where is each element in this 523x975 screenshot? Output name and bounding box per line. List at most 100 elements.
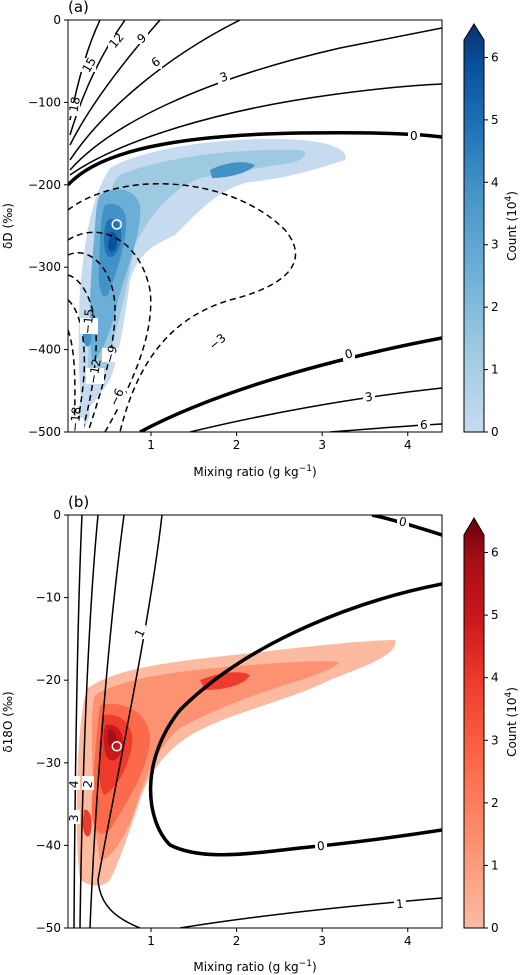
y-tick-label: −50 <box>36 921 61 935</box>
contour-label: −12 <box>86 358 104 385</box>
contour-label: 4 <box>67 780 82 789</box>
contour-label: 0 <box>343 346 354 362</box>
contour-line <box>189 387 442 432</box>
panel-a-contour-labels: 18 15 12 9 6 3 0 0 3 6 −3 <box>67 30 430 432</box>
contour-label: 1 <box>395 897 404 912</box>
contour-line <box>179 897 442 928</box>
x-tick-label: 1 <box>147 934 155 948</box>
panel-a-xlabel: Mixing ratio (g kg−1) <box>193 464 316 479</box>
colorbar-tick-label: 5 <box>491 113 499 127</box>
contour-line-dashed <box>68 299 86 432</box>
colorbar-tick-label: 6 <box>491 50 499 64</box>
contour-line <box>329 423 442 432</box>
y-tick-label: −500 <box>28 425 61 439</box>
colorbar-ticks: 0 1 2 3 4 5 6 <box>484 546 499 935</box>
panel-a-label: (a) <box>68 0 89 16</box>
contour-line <box>89 515 125 928</box>
panel-b-hexbin-density <box>76 640 396 886</box>
colorbar-tick-label: 1 <box>491 858 499 872</box>
contour-line <box>79 515 99 928</box>
panel-b: (b) 0 <box>1 493 519 974</box>
y-tick-label: −40 <box>36 838 61 852</box>
contour-line-dashed <box>68 183 297 432</box>
marker-circle <box>111 219 123 230</box>
y-tick-label: −10 <box>36 591 61 605</box>
y-tick-label: 0 <box>53 13 61 27</box>
contour-line <box>73 515 83 928</box>
colorbar-bar <box>463 517 485 929</box>
contour-line <box>97 515 163 928</box>
x-tick-label: 4 <box>404 934 412 948</box>
colorbar-label: Count (104) <box>504 687 519 757</box>
contour-label: −15 <box>80 308 96 334</box>
panel-a-axes-frame <box>67 19 443 433</box>
colorbar-ticks: 0 1 2 3 4 5 6 <box>484 50 499 439</box>
y-tick-label: −30 <box>36 756 61 770</box>
contour-label: 3 <box>364 389 374 404</box>
density-secondary <box>200 672 250 690</box>
contour-label: 18 <box>67 96 83 113</box>
marker-circle <box>111 741 123 752</box>
density-peak <box>108 231 118 252</box>
colorbar-tick-label: 1 <box>491 363 499 377</box>
contour-line-zero <box>148 582 442 857</box>
contour-label: 0 <box>316 839 325 854</box>
panel-b-colorbar: 0 1 2 3 4 5 6 Count (104) <box>463 517 519 935</box>
contour-line-dashed <box>68 252 116 432</box>
colorbar-tick-label: 0 <box>491 921 499 935</box>
y-tick-label: −100 <box>28 95 61 109</box>
colorbar-bar <box>463 23 485 433</box>
panel-b-ticks: 1 2 3 4 0 −10 −20 −30 −40 −50 <box>36 508 412 948</box>
colorbar-tick-label: 0 <box>491 425 499 439</box>
panel-b-xlabel: Mixing ratio (g kg−1) <box>193 959 316 974</box>
colorbar-tick-label: 3 <box>491 238 499 252</box>
y-tick-label: −400 <box>28 343 61 357</box>
density-cloud-mid <box>88 149 306 384</box>
contour-line-dashed <box>68 231 152 432</box>
contour-label: 3 <box>67 814 82 823</box>
colorbar-tick-label: 3 <box>491 733 499 747</box>
colorbar-tick-label: 4 <box>491 175 499 189</box>
contour-line <box>69 27 442 171</box>
colorbar-tick-label: 5 <box>491 608 499 622</box>
contour-label: 3 <box>218 69 230 85</box>
panel-b-contours <box>73 515 442 928</box>
x-tick-label: 2 <box>233 438 241 452</box>
x-tick-label: 3 <box>318 934 326 948</box>
x-tick-label: 2 <box>233 934 241 948</box>
panel-b-axes-frame <box>67 514 443 929</box>
panel-a-ticks: 1 2 3 4 0 −100 −200 −300 −400 −500 <box>28 13 412 452</box>
panel-b-contour-labels: 0 1 2 4 3 0 1 <box>67 515 409 912</box>
contour-line <box>69 20 241 161</box>
y-tick-label: −20 <box>36 673 61 687</box>
contour-label: −18 <box>68 406 84 432</box>
contour-line <box>69 83 442 176</box>
contour-line-dashed <box>68 274 97 432</box>
x-tick-label: 4 <box>404 438 412 452</box>
y-tick-label: −200 <box>28 178 61 192</box>
colorbar-tick-label: 4 <box>491 671 499 685</box>
y-tick-label: −300 <box>28 260 61 274</box>
density-lower-tail <box>82 809 92 837</box>
colorbar-label: Count (104) <box>504 191 519 261</box>
contour-label: −9 <box>102 344 120 365</box>
colorbar-tick-label: 2 <box>491 796 499 810</box>
x-tick-label: 1 <box>147 438 155 452</box>
contour-label: −6 <box>107 386 127 408</box>
colorbar-tick-label: 6 <box>491 546 499 560</box>
contour-label: 0 <box>410 129 418 143</box>
contour-label: 2 <box>80 779 95 789</box>
panel-b-ylabel: δ18O (‰) <box>1 691 15 752</box>
panel-a-ylabel: δD (‰) <box>1 203 15 249</box>
panel-a-hexbin-density <box>78 139 346 430</box>
y-tick-label: 0 <box>53 508 61 522</box>
density-secondary <box>210 162 255 178</box>
panel-a-colorbar: 0 1 2 3 4 5 6 Count (104) <box>463 23 519 439</box>
panel-a: (a) <box>1 0 519 479</box>
density-cloud-mid <box>92 661 340 860</box>
contour-label: 6 <box>420 418 428 432</box>
panel-b-plot-area: 0 1 2 4 3 0 1 <box>67 515 442 928</box>
colorbar-tick-label: 2 <box>491 300 499 314</box>
panel-b-label: (b) <box>68 493 89 511</box>
